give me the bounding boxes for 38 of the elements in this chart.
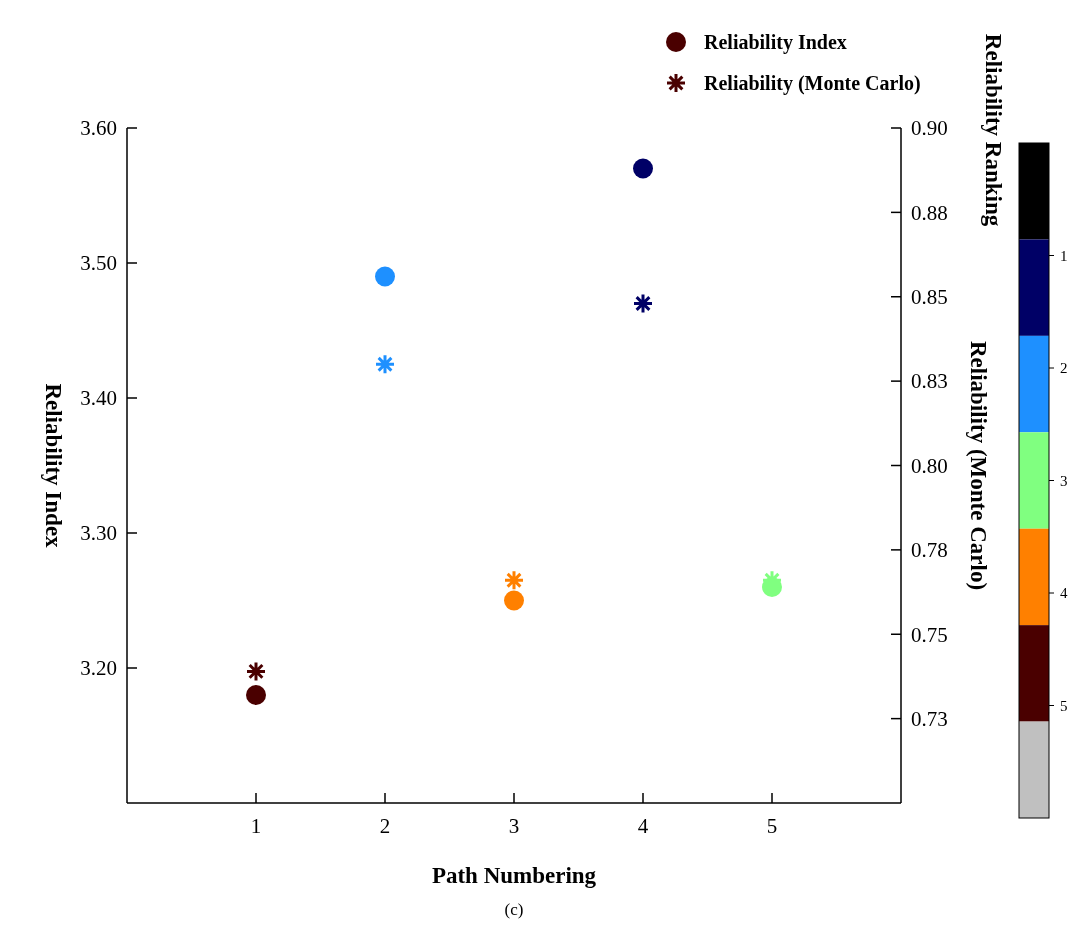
point (375, 266, 395, 287)
x-tick-label: 4 (637, 814, 649, 838)
text: (c) (504, 900, 524, 919)
y2-tick-label: 0.78 (911, 538, 948, 563)
color-bar-label: 4 (1060, 585, 1068, 602)
y2-tick-label: 0.80 (911, 453, 948, 478)
point (246, 685, 266, 705)
y-axis-title: Reliability Index (41, 383, 66, 549)
y-tick-label: 3.20 (80, 656, 117, 681)
x-tick-label: 3 (508, 814, 520, 838)
legend-label: Reliability Index (704, 31, 847, 54)
color-bar-label: 1 (1060, 247, 1068, 264)
y-tick-label: 3.40 (80, 386, 117, 411)
point (503, 569, 525, 591)
point (633, 158, 653, 179)
x-tick-label: 5 (766, 814, 778, 838)
y2-axis-title: Reliability (Monte Carlo) (966, 340, 991, 591)
y2-tick-label: 0.73 (911, 706, 948, 731)
color-bar-title: Reliability Ranking (981, 33, 1006, 227)
y2-tick-label: 0.90 (911, 116, 948, 141)
y-tick-label: 3.30 (80, 521, 117, 546)
y-tick-label: 3.50 (80, 251, 117, 276)
color-bar-label: 2 (1060, 360, 1068, 377)
y2-tick-label: 0.83 (911, 369, 948, 394)
x-tick-label: 1 (250, 814, 262, 838)
x-axis-title: Path Numbering (431, 863, 597, 888)
point (504, 590, 524, 611)
y2-tick-label: 0.75 (911, 622, 948, 647)
point (632, 293, 654, 314)
y2-tick-label: 0.88 (911, 200, 948, 225)
point (374, 353, 396, 375)
point (245, 660, 267, 682)
y-tick-label: 3.60 (80, 116, 117, 141)
color-bar-label: 3 (1060, 472, 1068, 489)
color-bar-label: 5 (1060, 697, 1068, 714)
x-tick-label: 2 (379, 814, 391, 838)
y2-tick-label: 0.85 (911, 285, 948, 310)
legend-label: Reliability (Monte Carlo) (704, 72, 921, 95)
